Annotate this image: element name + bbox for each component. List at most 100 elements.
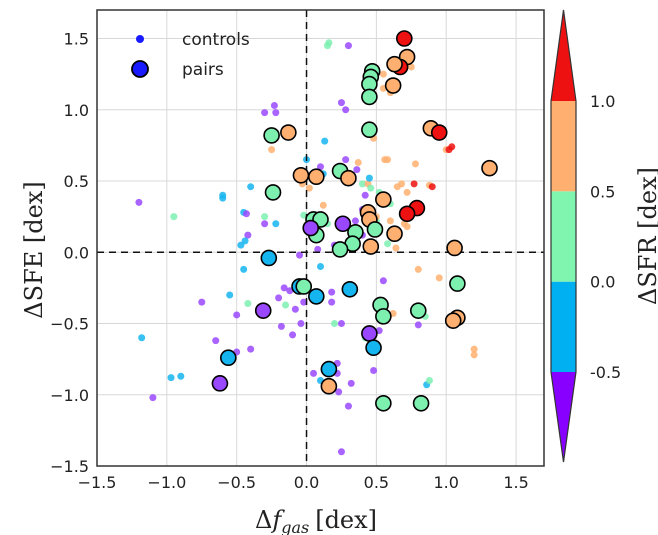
y-tick-label: −1.5 <box>50 457 89 476</box>
pair-point <box>293 168 308 183</box>
control-point <box>366 175 373 182</box>
colorbar-extend-bottom <box>551 372 576 462</box>
pair-point <box>362 326 377 341</box>
control-point <box>272 109 279 116</box>
control-point <box>370 367 377 374</box>
control-point <box>233 311 240 318</box>
control-point <box>198 299 205 306</box>
colorbar-band <box>551 191 576 281</box>
y-tick-label: 1.5 <box>64 30 89 49</box>
control-point <box>177 373 184 380</box>
pair-point <box>309 169 324 184</box>
control-point <box>321 138 328 145</box>
control-point <box>261 220 268 227</box>
control-point <box>289 331 296 338</box>
control-point <box>426 377 433 384</box>
x-ticks: −1.5 −1.0 −0.5 0.0 0.5 1.0 1.5 <box>78 473 529 492</box>
control-point <box>392 244 399 251</box>
control-point <box>380 277 387 284</box>
control-point <box>244 300 251 307</box>
control-point <box>243 210 250 217</box>
pair-point <box>362 89 377 104</box>
pair-point <box>212 376 227 391</box>
control-point <box>168 374 175 381</box>
control-point <box>342 106 349 113</box>
pair-point <box>321 379 336 394</box>
pair-point <box>363 239 378 254</box>
control-point <box>240 266 247 273</box>
x-tick-label: 1.0 <box>433 473 458 492</box>
control-point <box>261 213 268 220</box>
control-point <box>328 299 335 306</box>
control-point <box>138 334 145 341</box>
control-point <box>387 217 394 224</box>
control-point <box>411 180 418 187</box>
control-point <box>355 159 362 166</box>
control-point <box>342 156 349 163</box>
x-tick-label: 1.5 <box>503 473 528 492</box>
control-point <box>429 183 436 190</box>
legend-controls-label: controls <box>182 30 250 50</box>
pair-point <box>400 206 415 221</box>
pair-point <box>296 279 311 294</box>
control-point <box>404 189 411 196</box>
control-point <box>415 266 422 273</box>
y-ticks: −1.5 −1.0 −0.5 0.0 0.5 1.0 1.5 <box>50 30 89 477</box>
control-point <box>353 166 360 173</box>
colorbar <box>551 10 576 462</box>
x-axis-label: Δfgas [dex] <box>255 506 377 535</box>
colorbar-tick-label: -0.5 <box>590 363 621 382</box>
pair-point <box>450 276 465 291</box>
x-tick-label: −0.5 <box>217 473 256 492</box>
control-point <box>272 220 279 227</box>
control-point <box>384 240 391 247</box>
pair-point <box>342 282 357 297</box>
control-point <box>345 403 352 410</box>
control-point <box>297 320 304 327</box>
control-point <box>415 321 422 328</box>
pair-point <box>376 396 391 411</box>
y-tick-label: 0.5 <box>64 172 89 191</box>
pair-point <box>387 226 402 241</box>
colorbar-tick-label: 0.5 <box>590 182 615 201</box>
x-tick-label: −1.0 <box>147 473 186 492</box>
control-point <box>345 42 352 49</box>
control-point <box>328 289 335 296</box>
legend-pairs-marker <box>132 61 148 77</box>
control-point <box>331 320 338 327</box>
pair-point <box>366 340 381 355</box>
y-axis-label-text: ΔSFE [dex] <box>20 181 48 318</box>
legend-controls-marker <box>136 35 144 43</box>
control-point <box>320 202 327 209</box>
pair-point <box>362 122 377 137</box>
pair-point <box>256 303 271 318</box>
y-tick-label: 1.0 <box>64 101 89 120</box>
pair-point <box>264 128 279 143</box>
control-point <box>338 448 345 455</box>
y-tick-label: 0.0 <box>64 243 89 262</box>
control-point <box>380 71 387 78</box>
colorbar-ticks: -0.5 0.0 0.5 1.0 <box>590 92 621 382</box>
pair-point <box>376 309 391 324</box>
pair-point <box>397 31 412 46</box>
control-point <box>170 213 177 220</box>
legend-pairs-label: pairs <box>182 60 224 80</box>
pair-point <box>221 350 236 365</box>
control-point <box>448 143 455 150</box>
control-point <box>247 346 254 353</box>
control-point <box>367 185 374 192</box>
control-point <box>436 274 443 281</box>
control-point <box>292 306 299 313</box>
control-point <box>219 195 226 202</box>
control-point <box>212 337 219 344</box>
x-tick-label: 0.0 <box>294 473 319 492</box>
pair-point <box>341 171 356 186</box>
y-tick-label: −0.5 <box>50 315 89 334</box>
control-point <box>338 99 345 106</box>
control-point <box>348 380 355 387</box>
control-point <box>261 109 268 116</box>
colorbar-tick-label: 1.0 <box>590 92 615 111</box>
control-point <box>278 323 285 330</box>
pair-point <box>309 289 324 304</box>
colorbar-band <box>551 282 576 372</box>
